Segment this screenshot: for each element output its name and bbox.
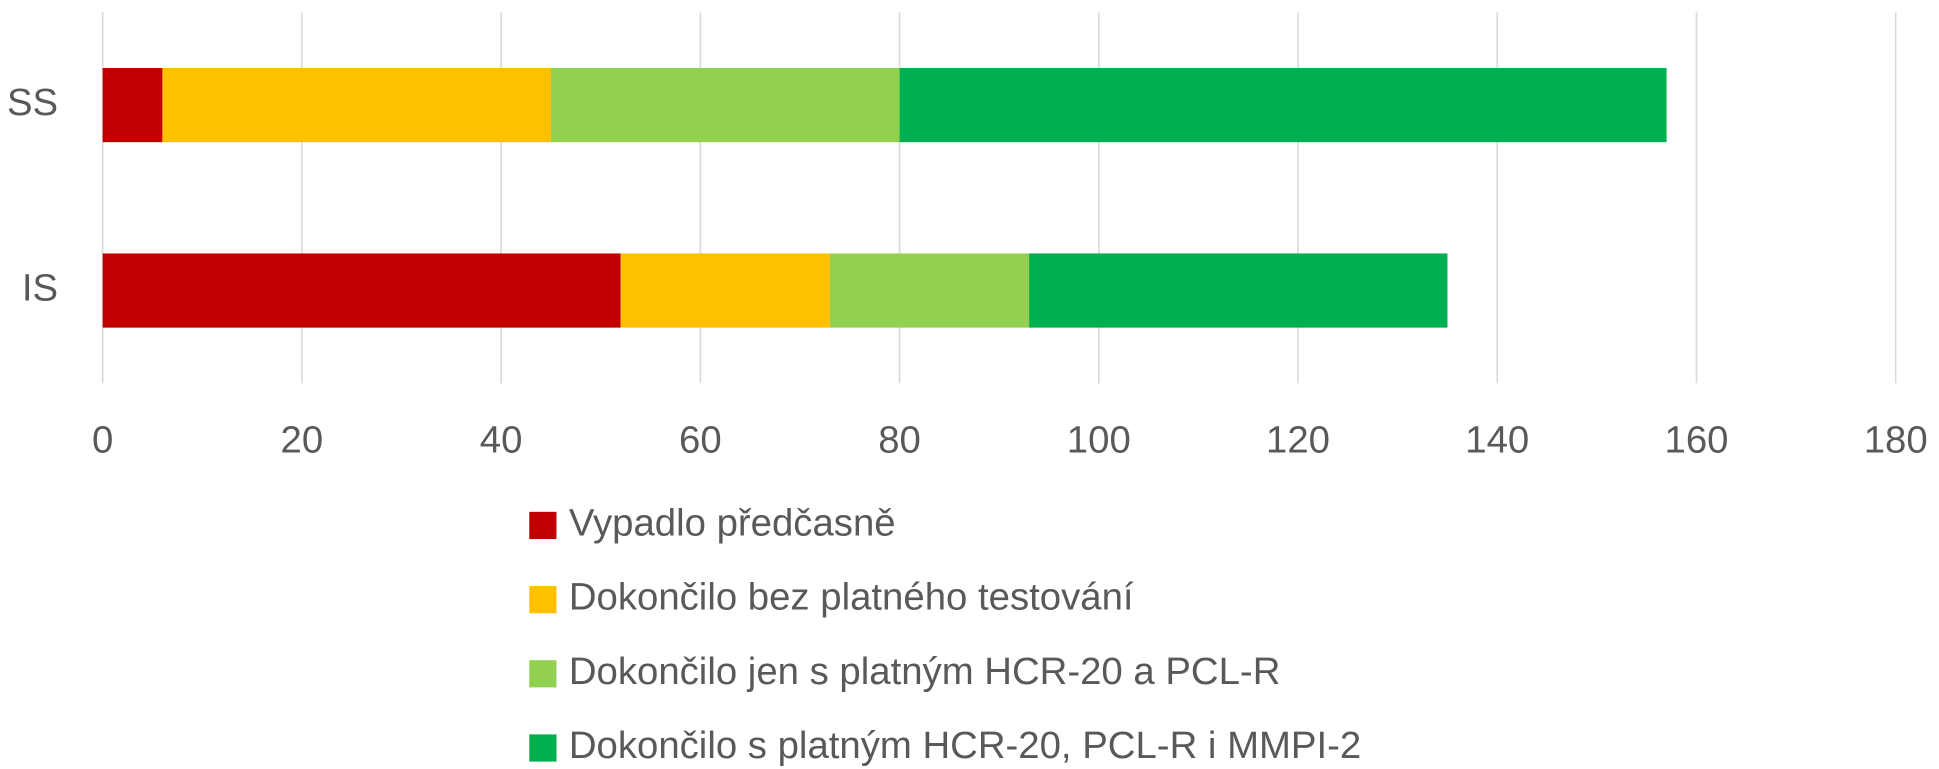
legend-label: Dokončilo jen s platným HCR-20 a PCL-R xyxy=(569,650,1281,693)
legend-swatch xyxy=(529,734,557,762)
y-tick-label: IS xyxy=(22,267,58,310)
legend-swatch xyxy=(529,660,557,688)
bar-segment xyxy=(899,67,1667,143)
x-tick-label: 80 xyxy=(878,419,921,462)
legend-swatch xyxy=(529,586,557,614)
x-tick-label: 180 xyxy=(1864,419,1928,462)
x-tick-label: 40 xyxy=(480,419,523,462)
x-tick-label: 0 xyxy=(92,419,113,462)
x-tick-label: 60 xyxy=(679,419,722,462)
bar-segment xyxy=(162,67,551,143)
bar-segment xyxy=(550,67,900,143)
bar-segment xyxy=(1029,253,1448,328)
bar-segment xyxy=(102,253,621,328)
bar-segment xyxy=(102,67,163,143)
x-tick-label: 100 xyxy=(1067,419,1131,462)
x-tick-label: 160 xyxy=(1665,419,1729,462)
x-tick-label: 20 xyxy=(281,419,324,462)
legend-label: Vypadlo předčasně xyxy=(569,502,896,545)
x-tick-label: 120 xyxy=(1266,419,1330,462)
legend-swatch xyxy=(529,511,557,540)
bar-segment xyxy=(620,253,830,328)
bar-segment xyxy=(829,253,1030,328)
legend-label: Dokončilo bez platného testování xyxy=(569,576,1134,619)
y-tick-label: SS xyxy=(7,81,58,124)
legend-label: Dokončilo s platným HCR-20, PCL-R i MMPI… xyxy=(569,724,1361,767)
x-tick-label: 140 xyxy=(1465,419,1529,462)
